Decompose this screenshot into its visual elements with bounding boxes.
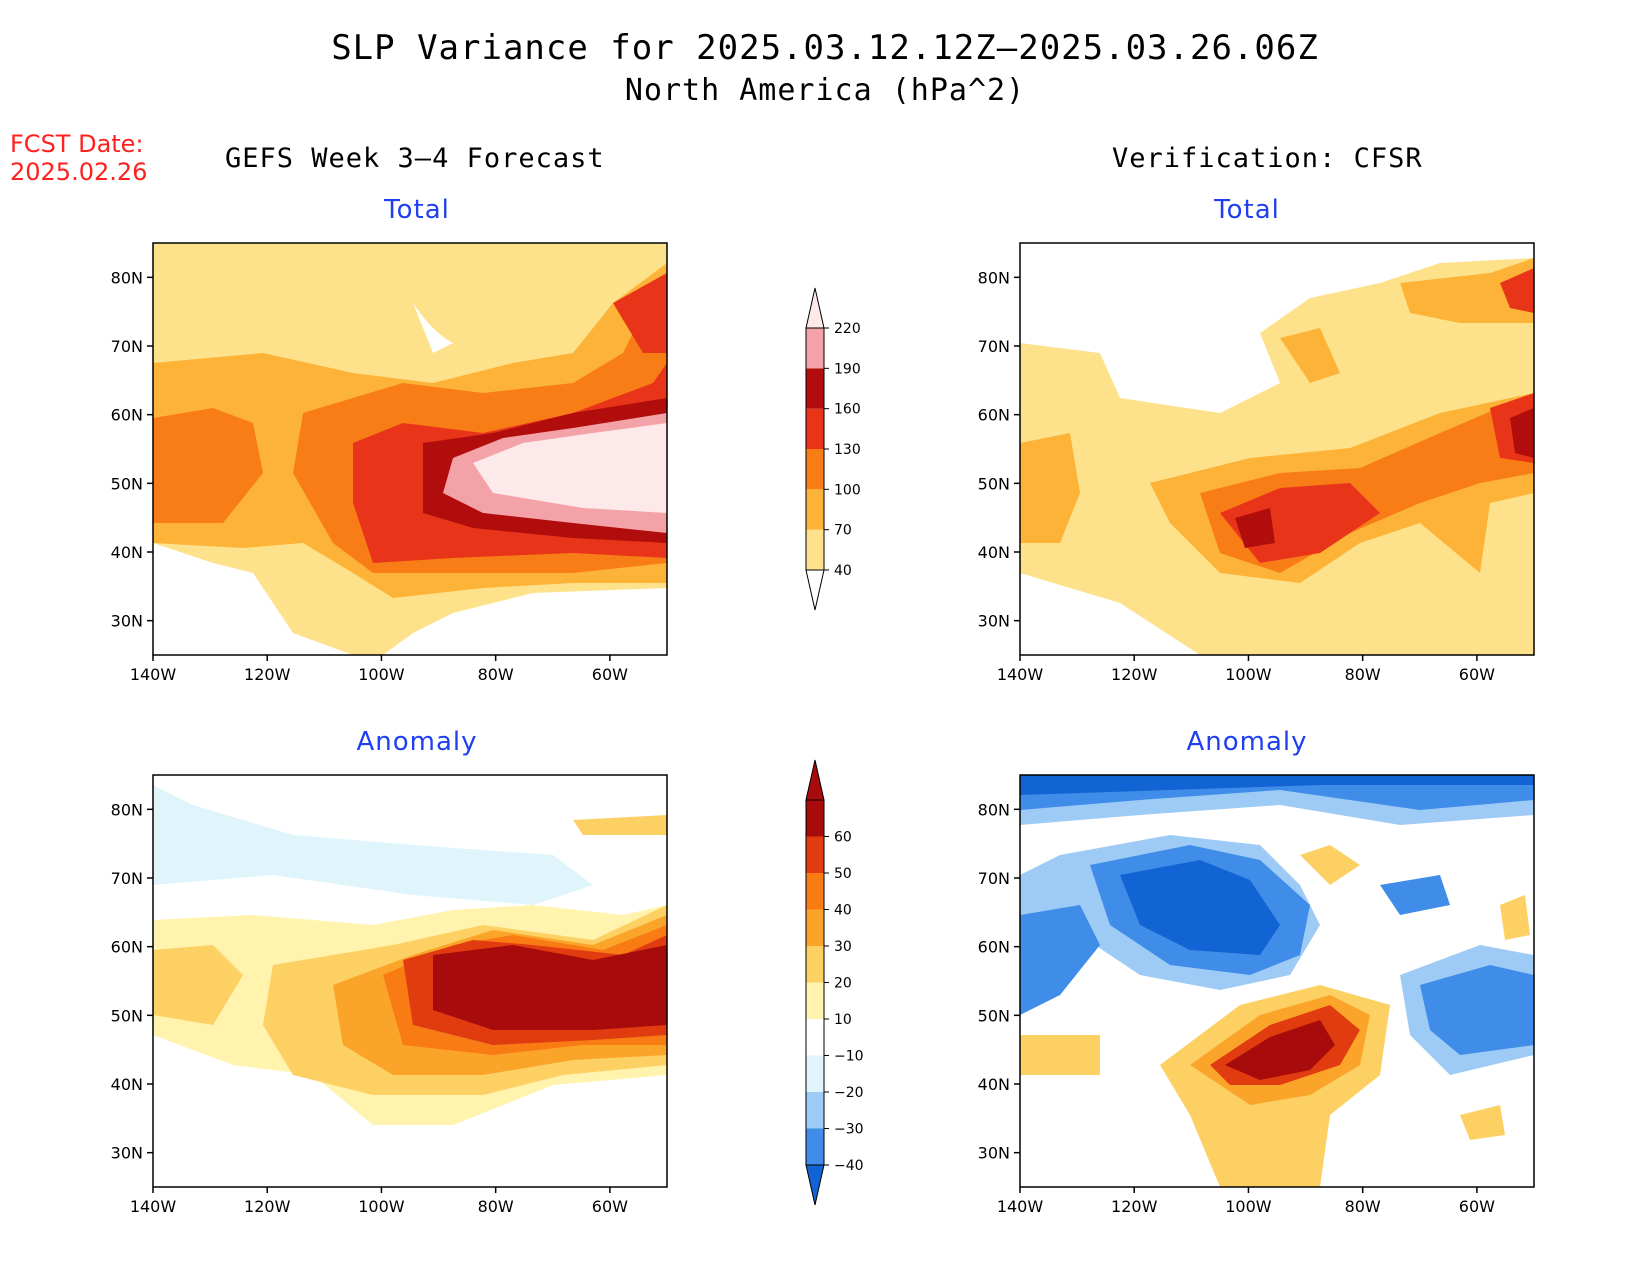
- verification-total-lat-label: 40N: [978, 543, 1010, 562]
- forecast-total-label: Total: [384, 195, 450, 225]
- forecast-total-lon-label: 100W: [358, 665, 405, 684]
- verification-total-lat-label: 50N: [978, 474, 1010, 493]
- anomaly-colorbar-segment: [806, 1055, 824, 1092]
- main-title: SLP Variance for 2025.03.12.12Z–2025.03.…: [331, 28, 1319, 68]
- forecast-total-lon-label: 60W: [592, 665, 628, 684]
- forecast-anomaly-lon-label: 120W: [244, 1197, 291, 1216]
- verification-anomaly-lon-label: 60W: [1459, 1197, 1495, 1216]
- verification-anomaly-lat-label: 70N: [978, 869, 1010, 888]
- forecast-anomaly-lat-label: 60N: [111, 938, 143, 957]
- verification-total-lon-label: 100W: [1225, 665, 1272, 684]
- forecast-anomaly-label: Anomaly: [356, 727, 478, 757]
- anomaly-colorbar-label: 40: [834, 903, 852, 919]
- main-subtitle: North America (hPa^2): [624, 73, 1026, 108]
- forecast-anomaly-lon-label: 60W: [592, 1197, 628, 1216]
- verification-total-lon-label: 80W: [1345, 665, 1381, 684]
- anomaly-colorbar-label: 10: [834, 1012, 852, 1028]
- verification-total-map: [1019, 242, 1535, 656]
- verification-total-label: Total: [1214, 195, 1280, 225]
- forecast-anomaly-lon-label: 80W: [478, 1197, 514, 1216]
- verification-anomaly-lat-label: 60N: [978, 938, 1010, 957]
- anomaly-colorbar-label: −10: [834, 1049, 864, 1065]
- anomaly-colorbar-segment: [806, 1019, 824, 1056]
- anomaly-colorbar-segment: [806, 836, 824, 873]
- verification-total-lat-label: 80N: [978, 268, 1010, 287]
- verification-anomaly-map: [1019, 774, 1535, 1188]
- total-colorbar-bottom-arrow: [805, 569, 825, 611]
- verification-total-lat-label: 30N: [978, 612, 1010, 631]
- forecast-total-lat-label: 70N: [111, 337, 143, 356]
- verification-total-lon-label: 140W: [997, 665, 1044, 684]
- anomaly-colorbar-label: 30: [834, 939, 852, 955]
- anomaly-colorbar-label: 20: [834, 976, 852, 992]
- anomaly-colorbar-label: 60: [834, 830, 852, 846]
- verification-total-lon-label: 120W: [1111, 665, 1158, 684]
- forecast-total-lat-label: 80N: [111, 268, 143, 287]
- verification-column-header: Verification: CFSR: [1112, 143, 1423, 174]
- forecast-anomaly-lat-label: 70N: [111, 869, 143, 888]
- anomaly-colorbar-segment: [806, 946, 824, 983]
- forecast-anomaly-lon-label: 100W: [358, 1197, 405, 1216]
- total-colorbar-label: 160: [834, 402, 861, 418]
- total-colorbar-label: 100: [834, 482, 861, 498]
- anomaly-colorbar-label: −40: [834, 1158, 864, 1174]
- forecast-total-lat-label: 40N: [111, 543, 143, 562]
- anomaly-colorbar-label: −30: [834, 1122, 864, 1138]
- forecast-total-lat-label: 60N: [111, 406, 143, 425]
- forecast-anomaly-map: [152, 774, 668, 1188]
- total-colorbar-segment: [806, 368, 824, 409]
- anomaly-colorbar-bottom-arrow: [805, 1164, 825, 1206]
- verification-total-lon-label: 60W: [1459, 665, 1495, 684]
- total-colorbar-label: 70: [834, 523, 852, 539]
- forecast-anomaly-lat-label: 40N: [111, 1075, 143, 1094]
- anomaly-colorbar-segment: [806, 982, 824, 1019]
- total-colorbar-label: 130: [834, 442, 861, 458]
- anomaly-colorbar-segment: [806, 909, 824, 946]
- verification-anomaly-lat-label: 80N: [978, 800, 1010, 819]
- total-colorbar-label: 190: [834, 361, 861, 377]
- anomaly-colorbar-segment: [806, 1128, 824, 1165]
- anomaly-colorbar-segment: [806, 873, 824, 910]
- total-colorbar-segment: [806, 529, 824, 570]
- verification-anomaly-lon-label: 120W: [1111, 1197, 1158, 1216]
- total-colorbar-segment: [806, 489, 824, 530]
- forecast-anomaly-lat-label: 50N: [111, 1006, 143, 1025]
- anomaly-colorbar-label: −20: [834, 1085, 864, 1101]
- forecast-anomaly-lat-label: 80N: [111, 800, 143, 819]
- fcst-date-label: FCST Date:: [10, 130, 144, 158]
- verification-anomaly-lon-label: 80W: [1345, 1197, 1381, 1216]
- total-colorbar-label: 220: [834, 321, 861, 337]
- verification-anomaly-lat-label: 30N: [978, 1144, 1010, 1163]
- forecast-total-map: [152, 242, 668, 656]
- verification-total-lat-label: 70N: [978, 337, 1010, 356]
- verification-anomaly-lat-label: 40N: [978, 1075, 1010, 1094]
- forecast-anomaly-lon-label: 140W: [130, 1197, 177, 1216]
- verification-anomaly-lon-label: 100W: [1225, 1197, 1272, 1216]
- total-colorbar-label: 40: [834, 563, 852, 579]
- forecast-anomaly-lat-label: 30N: [111, 1144, 143, 1163]
- anomaly-colorbar-segment: [806, 1092, 824, 1129]
- total-colorbar-segment: [806, 408, 824, 449]
- total-colorbar-segment: [806, 328, 824, 369]
- verification-anomaly-lon-label: 140W: [997, 1197, 1044, 1216]
- verification-anomaly-lat-label: 50N: [978, 1006, 1010, 1025]
- total-colorbar-segment: [806, 449, 824, 490]
- forecast-total-lat-label: 50N: [111, 474, 143, 493]
- forecast-total-lon-label: 80W: [478, 665, 514, 684]
- verification-anomaly-label: Anomaly: [1186, 727, 1308, 757]
- anomaly-colorbar-top-arrow: [805, 759, 825, 801]
- forecast-total-lon-label: 140W: [130, 665, 177, 684]
- forecast-column-header: GEFS Week 3–4 Forecast: [225, 143, 605, 174]
- forecast-total-lon-label: 120W: [244, 665, 291, 684]
- verification-total-lat-label: 60N: [978, 406, 1010, 425]
- total-colorbar-top-arrow: [805, 287, 825, 329]
- forecast-total-lat-label: 30N: [111, 612, 143, 631]
- anomaly-colorbar-segment: [806, 800, 824, 837]
- anomaly-colorbar-label: 50: [834, 866, 852, 882]
- fcst-date-value: 2025.02.26: [10, 158, 148, 186]
